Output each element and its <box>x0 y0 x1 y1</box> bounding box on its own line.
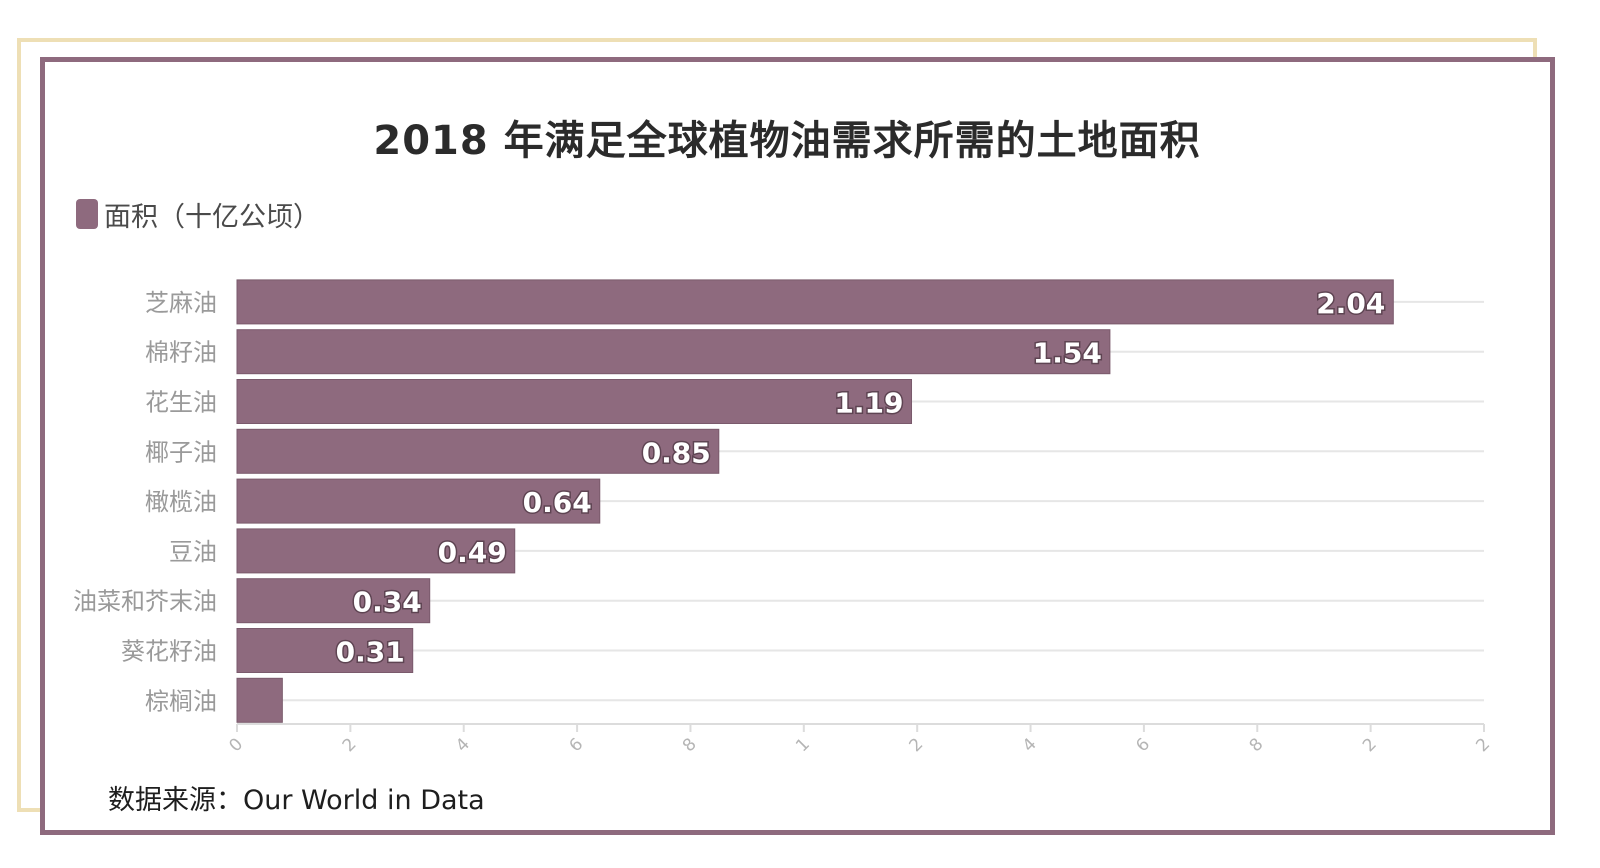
data-label: 0.34 <box>353 586 422 619</box>
data-label: 2.04 <box>1316 287 1385 320</box>
x-tick-label: 1 <box>792 734 814 756</box>
bar <box>236 578 431 624</box>
legend-label: 面积（十亿公顷） <box>104 201 320 233</box>
data-label: 0.49 <box>438 536 507 569</box>
x-tick-label: 2 <box>906 734 928 756</box>
x-tick-label: 0 <box>225 734 247 756</box>
bar <box>236 478 601 524</box>
data-source-note: 数据来源：Our World in Data <box>108 785 485 816</box>
legend-swatch <box>76 199 98 229</box>
x-tick-label: 6 <box>565 734 587 756</box>
x-tick-label: 2 <box>1359 734 1381 756</box>
x-tick-label: 8 <box>679 734 701 756</box>
category-label: 橄榄油 <box>145 488 217 516</box>
category-label: 芝麻油 <box>145 289 217 317</box>
bar <box>236 379 913 424</box>
bar <box>236 628 414 673</box>
data-label: 0.64 <box>523 486 592 519</box>
category-label: 葵花籽油 <box>121 638 217 666</box>
bar <box>236 329 1111 375</box>
bar <box>236 428 720 474</box>
x-tick-label: 4 <box>452 734 474 756</box>
data-label: 1.19 <box>834 387 903 420</box>
x-tick-label: 2 <box>1472 734 1494 756</box>
legend: 面积（十亿公顷） <box>76 196 320 233</box>
x-tick-label: 4 <box>1019 734 1041 756</box>
bar <box>236 528 516 574</box>
bar <box>236 279 1394 325</box>
category-label: 椰子油 <box>145 438 217 466</box>
category-label: 豆油 <box>169 538 217 566</box>
x-tick-label: 6 <box>1132 734 1154 756</box>
category-label: 棕榈油 <box>145 687 217 715</box>
category-label: 花生油 <box>145 389 217 417</box>
chart-title: 2018 年满足全球植物油需求所需的土地面积 <box>373 118 1201 164</box>
category-label: 油菜和芥末油 <box>73 588 217 616</box>
category-label: 棉籽油 <box>145 339 217 367</box>
x-tick-label: 8 <box>1246 734 1268 756</box>
bar <box>236 677 283 723</box>
x-tick-label: 2 <box>339 734 361 756</box>
data-label: 0.31 <box>336 636 405 669</box>
data-label: 0.85 <box>642 436 711 469</box>
data-label: 1.54 <box>1033 337 1102 370</box>
